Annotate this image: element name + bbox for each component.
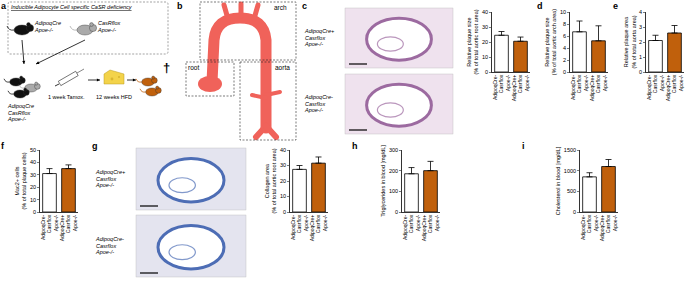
svg-text:30: 30 (30, 172, 36, 178)
svg-text:10: 10 (482, 54, 488, 60)
svg-text:f: f (1, 141, 5, 151)
svg-text:d: d (537, 1, 543, 11)
svg-text:g: g (92, 141, 98, 151)
svg-text:20: 20 (482, 39, 488, 45)
svg-text:Collagen area(% of total aorti: Collagen area(% of total aortic root are… (264, 148, 277, 213)
svg-text:0: 0 (283, 209, 286, 215)
svg-text:AdipoqCre+CasrfloxApoe-/-: AdipoqCre+CasrfloxApoe-/- (665, 74, 684, 101)
svg-text:arch: arch (274, 4, 287, 11)
svg-text:Casrflox: Casrflox (96, 243, 116, 249)
svg-text:AdipoqCre+CasrfloxApoe-/-: AdipoqCre+CasrfloxApoe-/- (589, 74, 608, 101)
svg-text:Apoe-/-: Apoe-/- (95, 182, 114, 188)
svg-text:10: 10 (30, 197, 36, 203)
svg-text:200: 200 (389, 168, 398, 174)
svg-text:AdipoqCre+: AdipoqCre+ (95, 169, 126, 175)
svg-text:0: 0 (395, 209, 398, 215)
svg-text:6: 6 (563, 33, 566, 39)
svg-text:AdipoqCre+CasrfloxApoe-/-: AdipoqCre+CasrfloxApoe-/- (59, 214, 78, 241)
svg-text:8: 8 (563, 21, 566, 27)
svg-text:Casrflox: Casrflox (305, 101, 325, 107)
svg-text:Apoe-/-: Apoe-/- (304, 41, 323, 47)
svg-text:0: 0 (573, 209, 576, 215)
svg-text:10: 10 (560, 9, 566, 15)
svg-text:AdipoqCre-CasrfloxApoe-/-: AdipoqCre-CasrfloxApoe-/- (402, 214, 421, 240)
svg-text:†: † (163, 60, 170, 75)
svg-text:Casrflox: Casrflox (305, 35, 325, 41)
svg-text:a: a (1, 1, 7, 11)
svg-text:CasRflox: CasRflox (8, 110, 31, 116)
svg-text:Relative plaque size(% of tota: Relative plaque size(% of total aortic r… (466, 9, 479, 74)
svg-text:CasRflox: CasRflox (98, 20, 121, 26)
svg-text:h: h (352, 141, 358, 151)
svg-text:1: 1 (639, 54, 642, 60)
svg-text:AdipoqCre-: AdipoqCre- (304, 94, 333, 100)
svg-text:c: c (302, 1, 307, 11)
svg-text:30: 30 (280, 162, 286, 168)
svg-text:AdipoqCre: AdipoqCre (34, 20, 61, 26)
svg-text:100: 100 (389, 188, 398, 194)
svg-text:b: b (177, 1, 183, 11)
svg-text:AdipoqCre-CasrfloxApoe-/-: AdipoqCre-CasrfloxApoe-/- (570, 74, 589, 100)
svg-text:1500: 1500 (564, 147, 576, 153)
svg-text:Apoe-/-: Apoe-/- (97, 27, 116, 33)
svg-text:Relative plaque area(% of tota: Relative plaque area(% of total aorta ar… (623, 15, 636, 68)
svg-text:0: 0 (563, 69, 566, 75)
svg-text:root: root (188, 64, 199, 71)
svg-text:500: 500 (567, 188, 576, 194)
svg-text:AdipoqCre: AdipoqCre (7, 103, 34, 109)
svg-text:Casrflox: Casrflox (96, 176, 116, 182)
svg-text:40: 40 (30, 159, 36, 165)
svg-text:Apoe-/-: Apoe-/- (304, 107, 323, 113)
svg-text:Apoe-/-: Apoe-/- (7, 116, 26, 122)
svg-text:aorta: aorta (275, 64, 290, 71)
svg-text:0: 0 (33, 209, 36, 215)
svg-text:4: 4 (563, 45, 566, 51)
svg-text:1 week Tamox.: 1 week Tamox. (48, 94, 85, 100)
svg-text:1000: 1000 (564, 168, 576, 174)
svg-text:e: e (613, 1, 618, 11)
svg-text:20: 20 (280, 178, 286, 184)
svg-text:2: 2 (563, 57, 566, 63)
svg-text:Inducible Adipocyte Cell speci: Inducible Adipocyte Cell specific CaSR d… (11, 4, 133, 10)
svg-text:Apoe-/-: Apoe-/- (95, 249, 114, 255)
svg-text:AdipoqCre+CasrfloxApoe-/-: AdipoqCre+CasrfloxApoe-/- (309, 214, 328, 241)
svg-text:AdipoqCre-CasrfloxApoe-/-: AdipoqCre-CasrfloxApoe-/- (646, 74, 665, 100)
svg-text:40: 40 (280, 147, 286, 153)
svg-text:300: 300 (389, 147, 398, 153)
svg-text:10: 10 (280, 193, 286, 199)
svg-text:AdipoqCre-CasrfloxApoe-/-: AdipoqCre-CasrfloxApoe-/- (580, 214, 599, 240)
svg-text:AdipoqCre+CasrfloxApoe-/-: AdipoqCre+CasrfloxApoe-/- (599, 214, 618, 241)
svg-text:AdipoqCre+CasrfloxApoe-/-: AdipoqCre+CasrfloxApoe-/- (421, 214, 440, 241)
svg-text:AdipoqCre+CasrfloxApoe-/-: AdipoqCre+CasrfloxApoe-/- (511, 74, 530, 101)
svg-text:AdipoqCre+: AdipoqCre+ (304, 28, 335, 34)
svg-text:12 weeks HFD: 12 weeks HFD (96, 94, 132, 100)
svg-text:Triglycerides in blood [mg/dL]: Triglycerides in blood [mg/dL] (380, 145, 386, 217)
svg-text:Cholesterol in blood [mg/dL]: Cholesterol in blood [mg/dL] (555, 146, 561, 215)
svg-text:AdipoqCre-CasrfloxApoe-/-: AdipoqCre-CasrfloxApoe-/- (290, 214, 309, 240)
svg-text:3: 3 (639, 24, 642, 30)
svg-text:i: i (522, 141, 525, 151)
svg-text:20: 20 (30, 184, 36, 190)
svg-text:40: 40 (482, 9, 488, 15)
svg-text:4: 4 (639, 9, 642, 15)
svg-text:0: 0 (485, 69, 488, 75)
svg-text:30: 30 (482, 24, 488, 30)
svg-text:50: 50 (30, 147, 36, 153)
svg-text:AdipoqCre-CasrfloxApoe-/-: AdipoqCre-CasrfloxApoe-/- (40, 214, 59, 240)
svg-text:0: 0 (639, 69, 642, 75)
svg-text:AdipoqCre-CasrfloxApoe-/-: AdipoqCre-CasrfloxApoe-/- (492, 74, 511, 100)
svg-text:AdipoqCre-: AdipoqCre- (95, 236, 124, 242)
svg-text:Mac2+ cells(% of total plaque: Mac2+ cells(% of total plaque cells) (14, 152, 27, 209)
svg-text:Relative plaque size(% of tota: Relative plaque size(% of total aortic a… (544, 9, 557, 76)
svg-text:Apoe-/-: Apoe-/- (34, 27, 53, 33)
svg-text:2: 2 (639, 39, 642, 45)
